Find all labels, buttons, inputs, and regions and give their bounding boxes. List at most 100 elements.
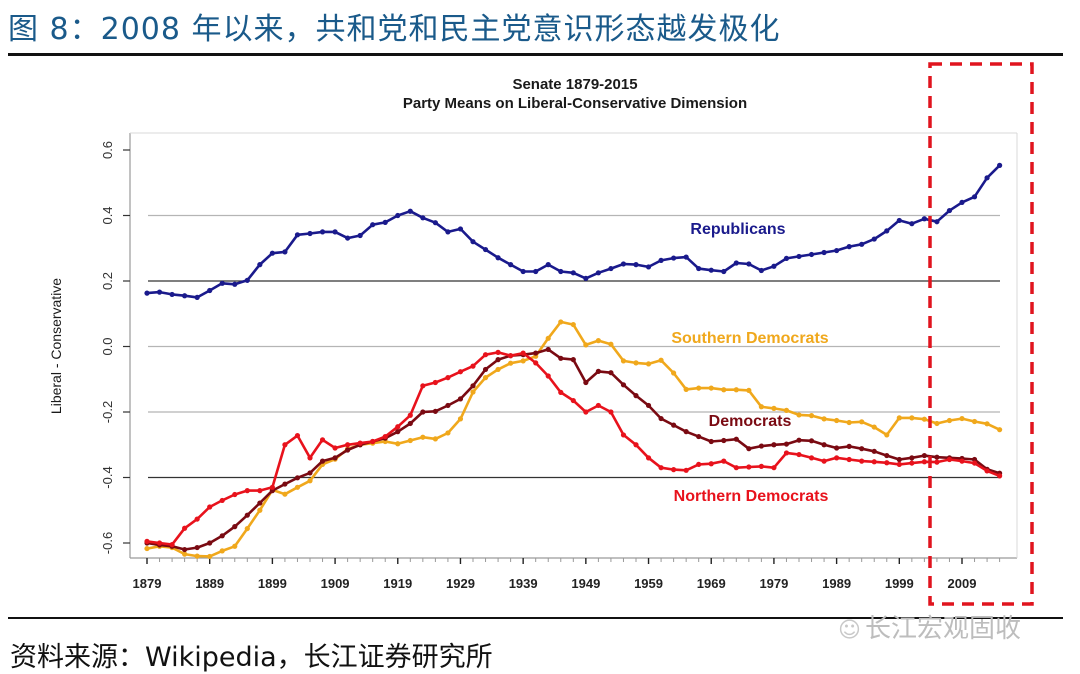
source-note: 资料来源：Wikipedia，长江证券研究所 (10, 642, 493, 673)
data-point (871, 424, 877, 430)
data-point (395, 424, 401, 430)
data-point (997, 427, 1003, 433)
chart-title: Senate 1879-2015 (512, 76, 637, 93)
data-point (620, 432, 627, 438)
data-point (959, 458, 965, 464)
data-point (658, 257, 664, 263)
data-point (533, 350, 539, 356)
data-point (257, 488, 263, 494)
data-point (457, 369, 464, 375)
data-point (432, 220, 438, 226)
data-point (156, 289, 163, 295)
data-point (595, 338, 601, 344)
data-point (896, 456, 902, 463)
data-point (294, 475, 301, 481)
data-point (984, 175, 990, 181)
data-point (257, 507, 263, 513)
x-tick-label: 1969 (697, 576, 726, 591)
data-point (721, 437, 727, 444)
series-southern-democrats (144, 319, 1003, 560)
data-point (608, 409, 614, 415)
data-point (457, 396, 464, 402)
data-point (144, 545, 150, 552)
data-point (921, 459, 927, 465)
data-point (758, 463, 764, 469)
data-point (934, 219, 940, 225)
wechat-icon: ☺ (838, 618, 861, 643)
data-point (533, 360, 539, 366)
data-point (721, 387, 727, 393)
axes (129, 132, 1018, 559)
data-point (219, 497, 225, 504)
data-point (307, 230, 313, 237)
data-point (834, 455, 840, 461)
data-point (382, 219, 388, 225)
data-point (420, 383, 426, 389)
data-point (345, 235, 351, 241)
data-point (808, 251, 815, 258)
data-point (545, 262, 551, 268)
data-point (896, 461, 902, 467)
data-point (570, 321, 576, 328)
data-point (370, 438, 376, 445)
data-point (395, 429, 401, 435)
data-point (508, 353, 514, 359)
highlight-box (928, 62, 1034, 606)
data-point (946, 417, 953, 424)
data-point (934, 454, 940, 460)
data-point (671, 255, 677, 261)
data-point (345, 447, 351, 453)
data-point (570, 270, 576, 276)
data-point (871, 236, 877, 242)
x-tick-label: 1949 (571, 576, 600, 591)
data-point (921, 416, 927, 422)
data-point (294, 232, 301, 238)
data-point (934, 459, 940, 465)
data-point (620, 261, 627, 267)
data-point (884, 460, 890, 466)
data-point (482, 246, 489, 253)
data-point (834, 445, 840, 451)
data-point (319, 229, 326, 235)
data-point (758, 443, 764, 449)
series-labels: Republicans Southern Democrats Democrats No… (671, 221, 828, 505)
x-tick-label: 1959 (634, 576, 663, 591)
data-point (633, 360, 639, 366)
y-tick-label: 0.4 (100, 206, 115, 224)
data-point (508, 360, 514, 366)
data-point (257, 500, 263, 506)
data-point (307, 478, 313, 484)
data-point (771, 263, 777, 269)
data-point (382, 433, 388, 440)
data-point (407, 437, 413, 444)
bottom-rule (8, 617, 1063, 619)
series-line (146, 348, 1000, 551)
data-point (796, 412, 802, 418)
data-point (846, 443, 852, 449)
data-point (896, 217, 902, 224)
data-point (821, 458, 827, 464)
data-point (282, 249, 288, 255)
data-point (332, 455, 338, 461)
data-point (771, 442, 777, 448)
data-point (671, 422, 677, 428)
data-point (194, 294, 200, 300)
data-point (683, 429, 689, 435)
data-point (859, 458, 865, 464)
data-point (997, 473, 1003, 479)
data-point (420, 409, 426, 415)
data-point (696, 265, 702, 272)
x-tick-label: 1979 (759, 576, 788, 591)
data-point (946, 207, 953, 214)
data-point (520, 358, 526, 364)
data-point (696, 461, 702, 467)
data-point (708, 267, 714, 273)
data-point (921, 452, 927, 459)
data-point (733, 465, 739, 471)
series-label: Northern Democrats (674, 488, 829, 505)
series-northern-democrats (144, 349, 1003, 548)
data-point (282, 481, 288, 487)
data-point (696, 385, 702, 391)
data-point (645, 455, 652, 461)
